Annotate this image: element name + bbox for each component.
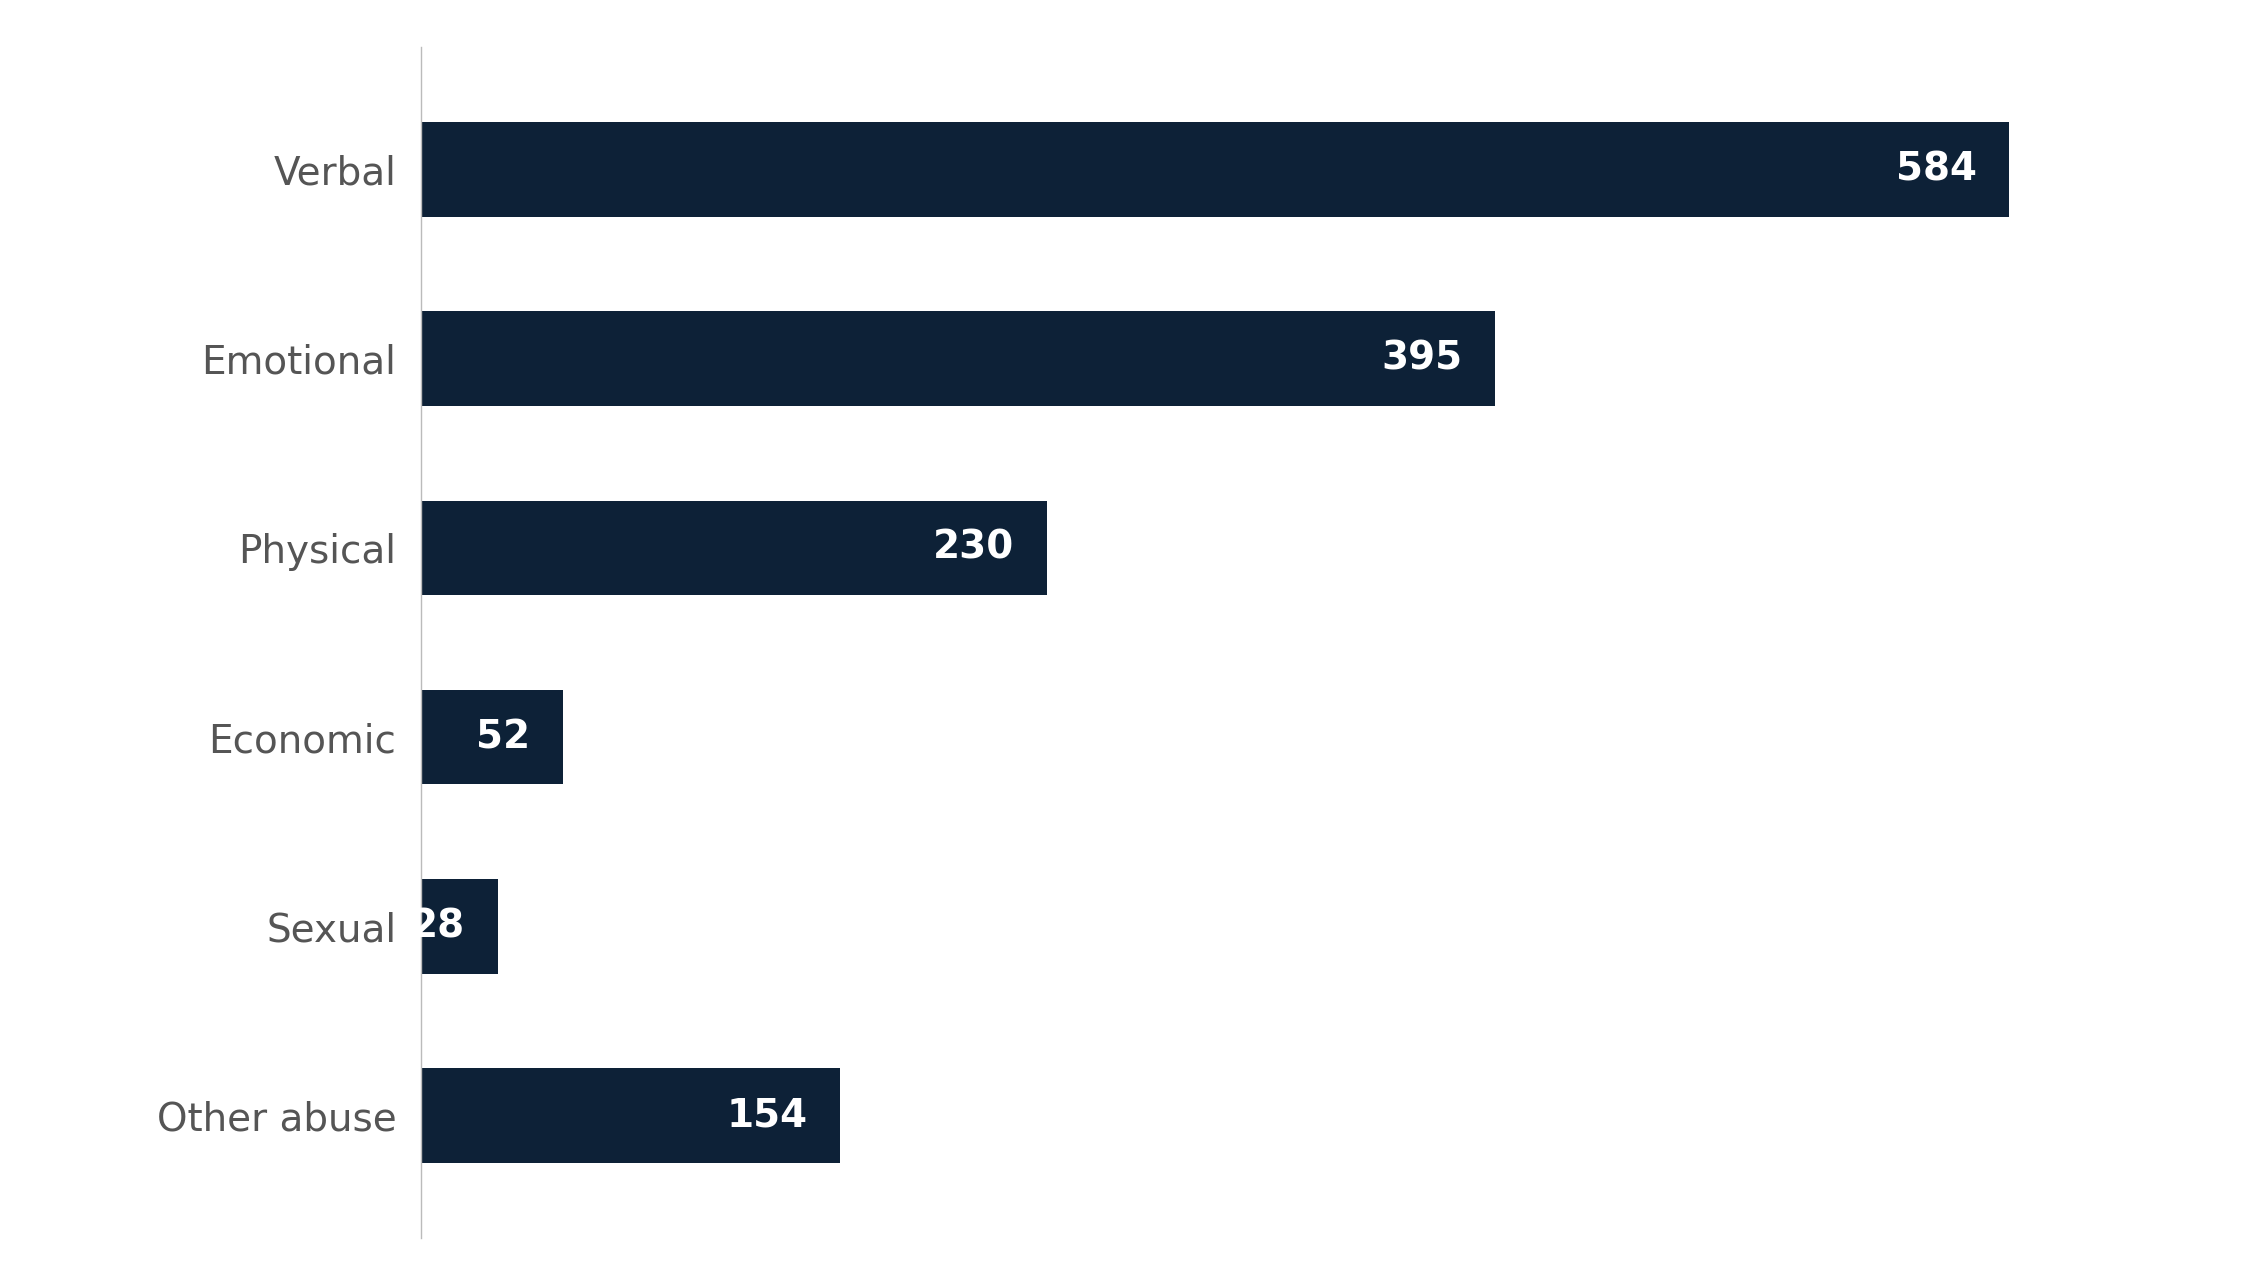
- Text: 28: 28: [410, 907, 464, 946]
- Bar: [421, 122, 2010, 217]
- Bar: [421, 501, 1046, 595]
- Text: 154: 154: [727, 1096, 808, 1135]
- Text: 395: 395: [1381, 339, 1463, 378]
- Text: 230: 230: [933, 529, 1014, 567]
- Text: 52: 52: [475, 718, 530, 756]
- Bar: [421, 1068, 840, 1163]
- Bar: [421, 690, 564, 784]
- Text: 584: 584: [1895, 150, 1976, 189]
- Bar: [421, 879, 498, 974]
- Bar: [421, 311, 1497, 406]
